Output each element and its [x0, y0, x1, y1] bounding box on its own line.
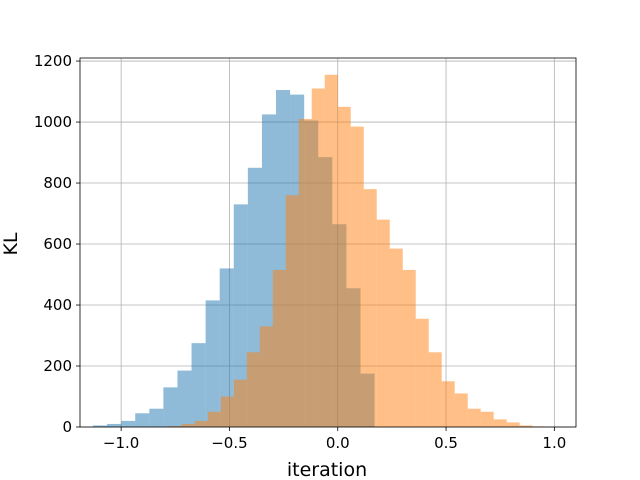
histogram-bar [324, 74, 338, 427]
histogram-bar [92, 425, 108, 427]
histogram-bar [207, 411, 221, 427]
histogram-bar [220, 396, 234, 427]
histogram-bars [92, 74, 559, 428]
y-axis-ticks: 0 200 400 600 800 1000 1200 [34, 52, 80, 436]
histogram-bar [298, 118, 312, 428]
plot-frame [79, 57, 577, 428]
histogram-bar [350, 126, 364, 428]
x-tick-label: 0.0 [326, 434, 350, 452]
histogram-bar [428, 352, 442, 427]
y-tick-label: 0 [62, 418, 72, 436]
histogram-bar [467, 408, 481, 427]
histogram-bar [506, 422, 520, 427]
y-tick-label: 1200 [34, 52, 72, 70]
x-axis-label: iteration [287, 459, 367, 480]
histogram-bar [441, 381, 455, 427]
series-2-bars [168, 74, 559, 428]
y-tick-label: 600 [43, 235, 72, 253]
histogram-bar [121, 420, 136, 427]
histogram-bar [219, 268, 234, 427]
histogram-bar [233, 204, 248, 427]
histogram-bar [135, 413, 150, 427]
y-tick-label: 400 [43, 296, 72, 314]
histogram-bar [181, 423, 195, 427]
y-tick-label: 800 [43, 174, 72, 192]
histogram-bar [191, 343, 206, 427]
y-axis-label: KL [0, 232, 22, 255]
histogram-bar [194, 420, 208, 427]
histogram-bar [493, 419, 507, 427]
x-tick-label: −0.5 [211, 434, 247, 452]
histogram-bar [272, 269, 286, 427]
x-tick-label: −1.0 [103, 434, 139, 452]
histogram-bar [402, 269, 416, 427]
histogram-bar [454, 393, 468, 427]
histogram-bar [107, 423, 122, 427]
x-axis-ticks: −1.0 −0.5 0.0 0.5 1.0 [103, 427, 566, 452]
x-tick-label: 0.5 [434, 434, 458, 452]
histogram-bar [168, 426, 182, 427]
histogram-bar [246, 352, 260, 427]
histogram-bar [480, 411, 494, 427]
histogram-bar [311, 88, 325, 428]
histogram-bar [259, 326, 273, 427]
histogram-bar [363, 189, 377, 427]
histogram-bar [519, 425, 533, 427]
x-tick-label: 1.0 [542, 434, 566, 452]
y-tick-label: 200 [43, 357, 72, 375]
histogram-bar [337, 106, 351, 427]
histogram-bar [389, 248, 403, 427]
histogram-bar [163, 387, 178, 427]
histogram-bar [415, 318, 429, 427]
histogram-bar [376, 219, 390, 427]
y-tick-label: 1000 [34, 113, 72, 131]
histogram-bar [233, 379, 247, 427]
histogram-bar [205, 300, 220, 427]
histogram-bar [177, 370, 192, 427]
histogram-bar [149, 408, 164, 427]
histogram-bar [285, 195, 299, 427]
